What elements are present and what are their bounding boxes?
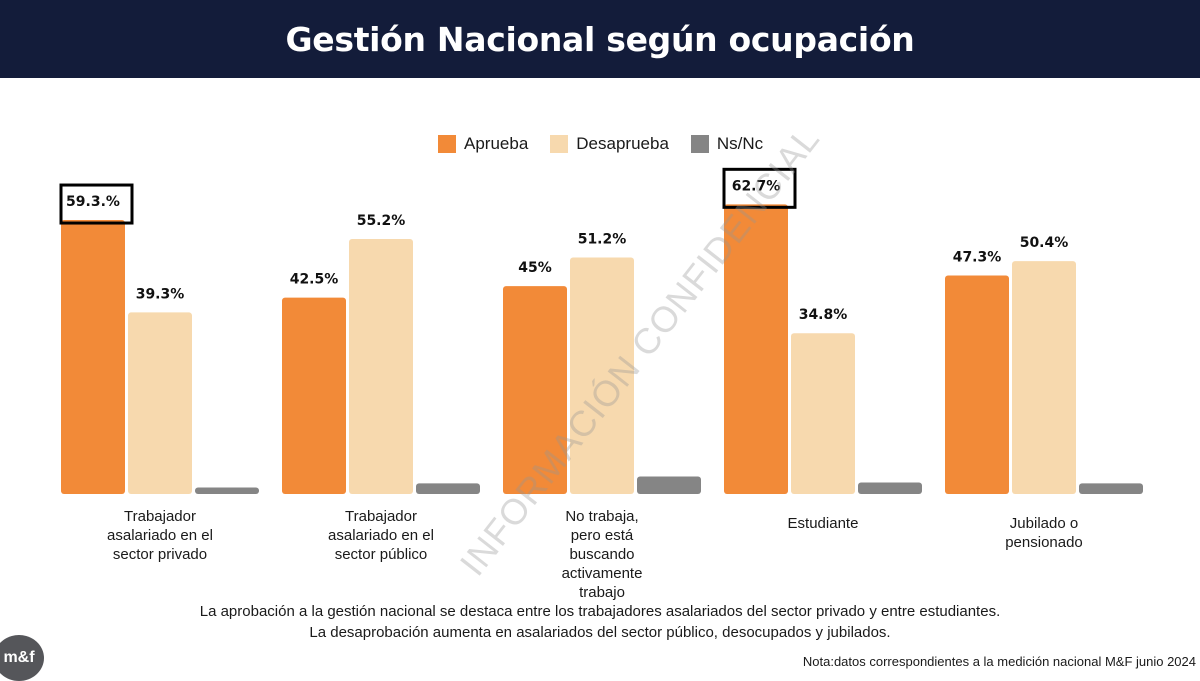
category-label-line: activamente xyxy=(561,565,643,582)
highlight-box-4 xyxy=(722,167,797,209)
category-label-line: sector privado xyxy=(112,546,208,563)
legend-label-desaprueba: Desaprueba xyxy=(576,134,669,153)
bar-aprueba-4 xyxy=(724,204,788,495)
legend-swatch-aprueba xyxy=(438,135,456,153)
category-label-line: Estudiante xyxy=(787,515,859,532)
category-label-line: No trabaja, xyxy=(565,508,639,525)
category-label-5: Jubilado o pensionado xyxy=(959,514,1129,552)
category-label-line: sector público xyxy=(334,546,428,563)
legend-item-aprueba: Aprueba xyxy=(438,134,528,154)
title-bar: Gestión Nacional según ocupación xyxy=(0,0,1200,78)
bar-desaprueba-3 xyxy=(570,257,634,494)
data-label-desaprueba-5: 50.4% xyxy=(1020,235,1069,251)
data-label-aprueba-4: 62.7% xyxy=(732,178,781,194)
category-label-line: pero está xyxy=(570,527,634,544)
bar-ns-nc-1 xyxy=(195,487,259,494)
bar-ns-nc-4 xyxy=(858,482,922,494)
footer-summary-line-2: La desaprobación aumenta en asalariados … xyxy=(309,624,891,641)
bar-desaprueba-5 xyxy=(1012,261,1076,494)
legend-label-nsnc: Ns/Nc xyxy=(716,134,764,153)
data-label-desaprueba-3: 51.2% xyxy=(578,231,627,247)
brand-logo: m&f xyxy=(0,635,44,681)
legend-label-aprueba: Aprueba xyxy=(464,134,529,153)
category-label-line: Trabajador xyxy=(124,508,196,525)
highlight-box-1 xyxy=(59,183,134,225)
legend-item-nsnc: Ns/Nc xyxy=(690,134,764,154)
category-label-line: buscando xyxy=(569,546,635,563)
category-label-line: asalariado en el xyxy=(107,527,213,544)
legend-swatch-nsnc xyxy=(690,135,709,153)
category-label-3: No trabaja, pero está buscando activamente t… xyxy=(517,507,687,602)
category-label-line: trabajo xyxy=(579,584,625,601)
data-label-aprueba-5: 47.3% xyxy=(953,249,1002,265)
bar-ns-nc-5 xyxy=(1079,483,1143,494)
bar-ns-nc-2 xyxy=(416,483,480,494)
category-label-line: asalariado en el xyxy=(328,527,434,544)
bar-aprueba-3 xyxy=(503,286,567,494)
legend-swatch-desaprueba xyxy=(550,135,569,153)
category-label-line: pensionado xyxy=(1005,534,1083,551)
chart-legend: Aprueba Desaprueba Ns/Nc xyxy=(438,134,763,154)
bar-desaprueba-2 xyxy=(349,238,413,494)
bar-aprueba-2 xyxy=(282,297,346,494)
bar-desaprueba-1 xyxy=(128,312,192,494)
page-title: Gestión Nacional según ocupación xyxy=(285,19,915,59)
data-label-desaprueba-1: 39.3% xyxy=(136,286,185,302)
data-label-aprueba-2: 42.5% xyxy=(290,272,339,288)
category-label-1: Trabajador asalariado en el sector privado xyxy=(75,507,245,564)
data-label-desaprueba-2: 55.2% xyxy=(357,213,406,229)
category-label-2: Trabajador asalariado en el sector público xyxy=(296,507,466,564)
data-label-aprueba-1: 59.3.% xyxy=(66,194,120,210)
bar-ns-nc-3 xyxy=(637,476,701,494)
footer-summary-line-1: La aprobación a la gestión nacional se d… xyxy=(199,603,1001,620)
category-label-line: Trabajador xyxy=(345,508,417,525)
data-label-aprueba-3: 45% xyxy=(518,260,552,276)
legend-item-desaprueba: Desaprueba xyxy=(550,134,669,154)
bar-desaprueba-4 xyxy=(791,333,855,494)
bar-aprueba-5 xyxy=(945,275,1009,494)
category-label-4: Estudiante xyxy=(738,514,908,533)
bar-aprueba-1 xyxy=(61,220,125,494)
category-label-line: Jubilado o xyxy=(1009,515,1079,532)
data-label-desaprueba-4: 34.8% xyxy=(799,307,848,323)
data-source-note: Nota:datos correspondientes a la medició… xyxy=(802,654,1196,669)
